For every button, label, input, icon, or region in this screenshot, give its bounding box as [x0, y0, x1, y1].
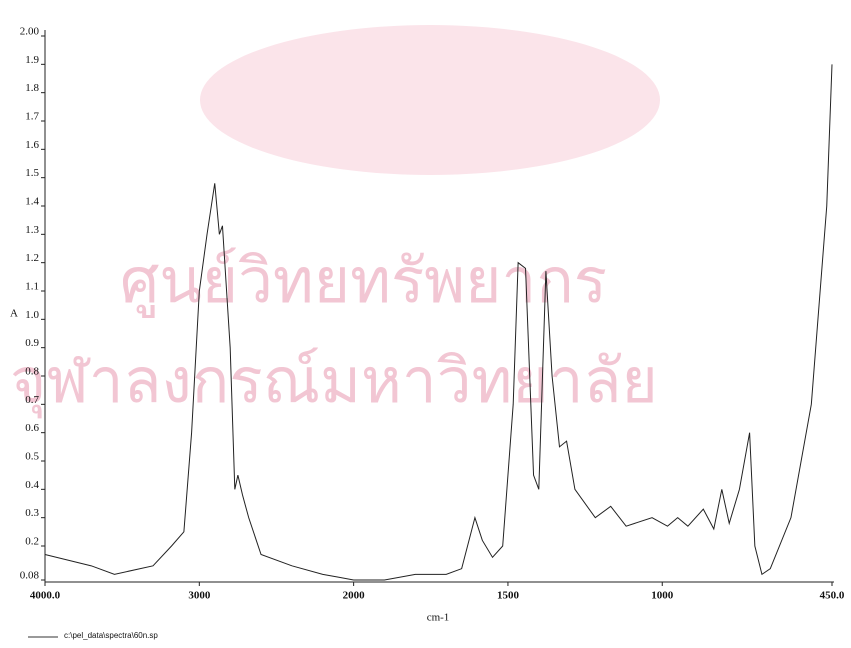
watermark-emblem — [200, 25, 660, 175]
x-tick-label: 450.0 — [820, 590, 845, 602]
y-tick-label: 2.00 — [20, 26, 40, 38]
y-tick-label: 0.7 — [25, 394, 39, 406]
y-axis-label: A — [10, 308, 18, 320]
y-tick-label: 1.4 — [25, 196, 39, 208]
x-tick-label: 2000 — [343, 590, 366, 602]
y-tick-label: 1.2 — [25, 252, 39, 264]
spectrum-line — [44, 64, 833, 581]
y-tick-label: 0.6 — [25, 422, 39, 434]
x-tick-label: 4000.0 — [30, 590, 61, 602]
watermark-text: ศูนย์วิทยทรัพยากร — [120, 244, 607, 318]
footer: c:\pel_data\spectra\60n.sp — [64, 631, 158, 640]
y-tick-label: 0.3 — [25, 507, 39, 519]
y-tick-label: 1.1 — [25, 281, 39, 293]
y-tick-label: 1.5 — [25, 167, 39, 179]
y-tick-label: 1.6 — [25, 139, 39, 151]
y-tick-label: 1.7 — [25, 111, 39, 123]
y-tick-label: 0.08 — [20, 570, 40, 582]
y-tick-label: 1.8 — [25, 82, 39, 94]
y-tick-label: 0.5 — [25, 451, 39, 463]
y-tick-label: 0.8 — [25, 366, 39, 378]
x-axis-label: cm-1 — [427, 612, 450, 624]
watermark-text: จุฬาลงกรณ์มหาวิทยาลัย — [10, 344, 658, 418]
x-tick-label: 1500 — [497, 590, 520, 602]
y-tick-label: 0.4 — [25, 479, 39, 491]
y-tick-label: 0.9 — [25, 337, 39, 349]
x-tick-label: 3000 — [188, 590, 211, 602]
y-tick-label: 1.0 — [25, 309, 39, 321]
x-tick-label: 1000 — [651, 590, 674, 602]
y-tick-label: 1.9 — [25, 54, 39, 66]
y-tick-label: 1.3 — [25, 224, 39, 236]
y-tick-label: 0.2 — [25, 536, 39, 548]
